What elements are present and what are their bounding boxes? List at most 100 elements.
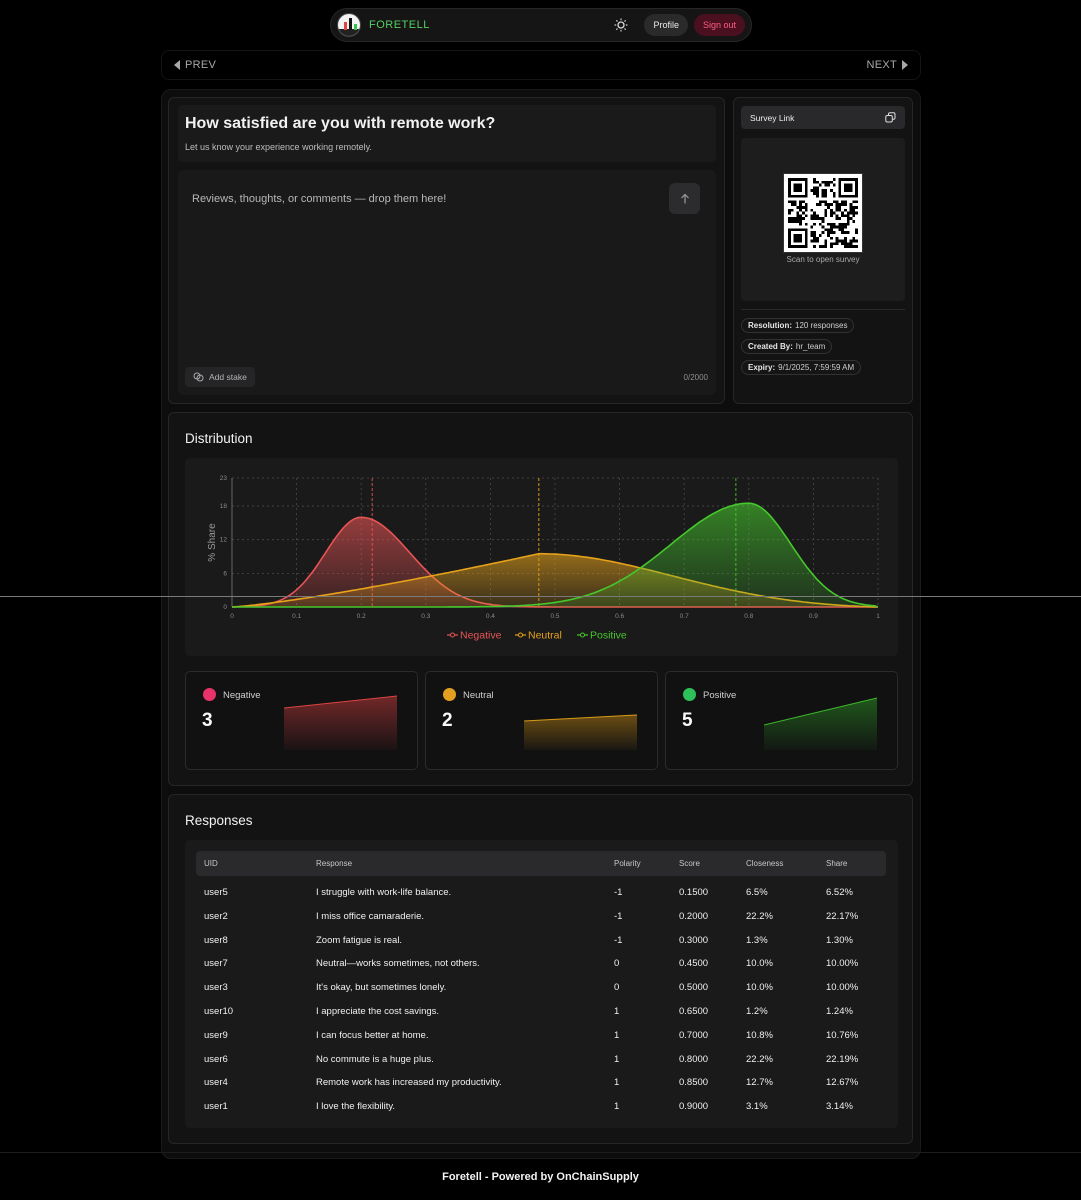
table-cell: 22.2% — [746, 910, 773, 922]
created-label: Created By: — [748, 342, 793, 351]
x-tick-label: 0.8 — [744, 613, 753, 620]
table-row[interactable]: user2 I miss office camaraderie. -1 0.2000 2… — [196, 904, 886, 928]
col-response[interactable]: Response — [316, 859, 353, 868]
x-tick-label: 0.9 — [809, 613, 818, 620]
table-cell: 1.30% — [826, 934, 853, 946]
submit-button[interactable] — [669, 183, 700, 214]
table-row[interactable]: user4 Remote work has increased my produc… — [196, 1070, 886, 1094]
theme-toggle-sun-icon[interactable] — [610, 14, 632, 36]
table-cell: 0.2000 — [679, 910, 709, 922]
table-row[interactable]: user1 I love the flexibility. 1 0.9000 3.1% 3… — [196, 1094, 886, 1118]
table-cell: 10.0% — [746, 982, 773, 994]
table-cell: I can focus better at home. — [316, 1029, 429, 1041]
table-cell: user6 — [204, 1053, 228, 1065]
survey-link-label: Survey Link — [750, 112, 795, 123]
caret-left-icon — [174, 60, 180, 70]
created-by-badge: Created By: hr_team — [741, 339, 833, 354]
arrow-up-icon — [680, 193, 689, 203]
table-cell: user1 — [204, 1101, 228, 1113]
pager-bar: PREV NEXT — [161, 50, 921, 80]
x-tick-label: 0.5 — [550, 613, 559, 620]
responses-card: Responses UID Response Polarity Score Cl… — [168, 794, 913, 1144]
resolution-badge: Resolution: 120 responses — [741, 318, 855, 333]
table-cell: user3 — [204, 982, 228, 994]
stat-label: Negative — [223, 690, 261, 701]
table-cell: Neutral—works sometimes, not others. — [316, 958, 480, 970]
question-subtitle: Let us know your experience working remo… — [185, 142, 372, 152]
table-cell: 1 — [614, 1029, 620, 1041]
stat-value: 5 — [682, 710, 693, 731]
profile-button[interactable]: Profile — [644, 14, 688, 36]
sparkline-negative — [284, 695, 398, 750]
brand-name[interactable]: FORETELL — [369, 19, 430, 31]
col-share[interactable]: Share — [826, 859, 848, 868]
table-cell: -1 — [614, 934, 623, 946]
sign-out-button[interactable]: Sign out — [693, 14, 745, 36]
foretell-logo[interactable] — [337, 13, 361, 37]
x-tick-label: 1 — [876, 613, 880, 620]
table-cell: 10.0% — [746, 958, 773, 970]
stat-card-positive: Positive 5 — [665, 671, 898, 770]
distribution-chart: 0 0.1 0.2 0.3 0.4 0.5 0.6 0.7 0.8 0.9 1 0 6 12 18 23 % S… — [185, 458, 898, 656]
responses-table: UID Response Polarity Score Closeness Sh… — [185, 840, 898, 1128]
stat-label: Neutral — [463, 690, 494, 701]
add-stake-button[interactable]: Add stake — [185, 367, 255, 387]
table-cell: 0.8500 — [679, 1077, 709, 1089]
legend-marker — [450, 632, 455, 638]
happy-face-icon — [683, 688, 696, 701]
prev-label: PREV — [185, 59, 217, 71]
stat-label: Positive — [703, 690, 737, 701]
question-title: How satisfied are you with remote work? — [185, 115, 496, 132]
survey-link-button[interactable]: Survey Link — [741, 106, 905, 129]
table-cell: No commute is a huge plus. — [316, 1053, 434, 1065]
table-cell: 0.9000 — [679, 1101, 709, 1113]
table-cell: 3.14% — [826, 1101, 853, 1113]
table-cell: -1 — [614, 887, 623, 898]
table-cell: user4 — [204, 1077, 228, 1089]
response-textarea[interactable]: Reviews, thoughts, or comments — drop th… — [178, 170, 716, 395]
table-cell: user7 — [204, 958, 228, 970]
table-cell: 12.67% — [826, 1077, 859, 1089]
copy-icon — [885, 112, 896, 123]
x-tick-label: 0.1 — [292, 613, 301, 620]
col-uid[interactable]: UID — [204, 859, 218, 868]
y-tick-label: 0 — [223, 604, 227, 611]
table-row[interactable]: user10 I appreciate the cost savings. 1 0.6… — [196, 999, 886, 1023]
table-cell: 3.1% — [746, 1101, 768, 1113]
table-row[interactable]: user8 Zoom fatigue is real. -1 0.3000 1.3% 1.… — [196, 928, 886, 952]
stat-value: 3 — [202, 710, 213, 731]
stat-card-neutral: Neutral 2 — [425, 671, 658, 770]
col-closeness[interactable]: Closeness — [746, 859, 784, 868]
sad-face-icon — [203, 688, 216, 701]
series-line-positive — [232, 502, 879, 608]
table-cell: user2 — [204, 910, 228, 922]
prev-button[interactable]: PREV — [174, 59, 216, 71]
col-score[interactable]: Score — [679, 859, 700, 868]
table-row[interactable]: user6 No commute is a huge plus. 1 0.8000 22… — [196, 1047, 886, 1071]
col-polarity[interactable]: Polarity — [614, 859, 641, 868]
table-cell: I miss office camaraderie. — [316, 910, 425, 922]
table-cell: user9 — [204, 1029, 228, 1041]
expiry-label: Expiry: — [748, 363, 776, 372]
expiry-badge: Expiry: 9/1/2025, 7:59:59 AM — [741, 360, 862, 375]
table-cell: user8 — [204, 934, 228, 946]
qr-code-icon[interactable] — [783, 173, 863, 253]
x-tick-label: 0 — [230, 613, 234, 620]
table-row[interactable]: user3 It's okay, but sometimes lonely. 0 0.… — [196, 975, 886, 999]
distribution-card: Distribution 0 0.1 0.2 0.3 0.4 0.5 0.6 0.7 0.8 0.… — [168, 412, 913, 786]
table-row[interactable]: user5 I struggle with work-life balance. -… — [196, 880, 886, 904]
table-cell: 6.52% — [826, 887, 853, 898]
table-cell: 22.17% — [826, 910, 859, 922]
next-button[interactable]: NEXT — [866, 59, 908, 71]
table-cell: 1 — [614, 1006, 620, 1017]
table-header: UID Response Polarity Score Closeness Sh… — [196, 851, 886, 876]
y-axis-label: % Share — [207, 523, 218, 562]
table-row[interactable]: user9 I can focus better at home. 1 0.7000 1… — [196, 1023, 886, 1047]
y-tick-label: 18 — [220, 503, 228, 510]
question-header: How satisfied are you with remote work? … — [178, 105, 716, 162]
table-row[interactable]: user7 Neutral—works sometimes, not others… — [196, 951, 886, 975]
legend-label: Negative — [460, 630, 502, 642]
table-cell: 1 — [614, 1101, 620, 1113]
neutral-face-icon — [443, 688, 456, 701]
table-cell: 0 — [614, 982, 620, 994]
